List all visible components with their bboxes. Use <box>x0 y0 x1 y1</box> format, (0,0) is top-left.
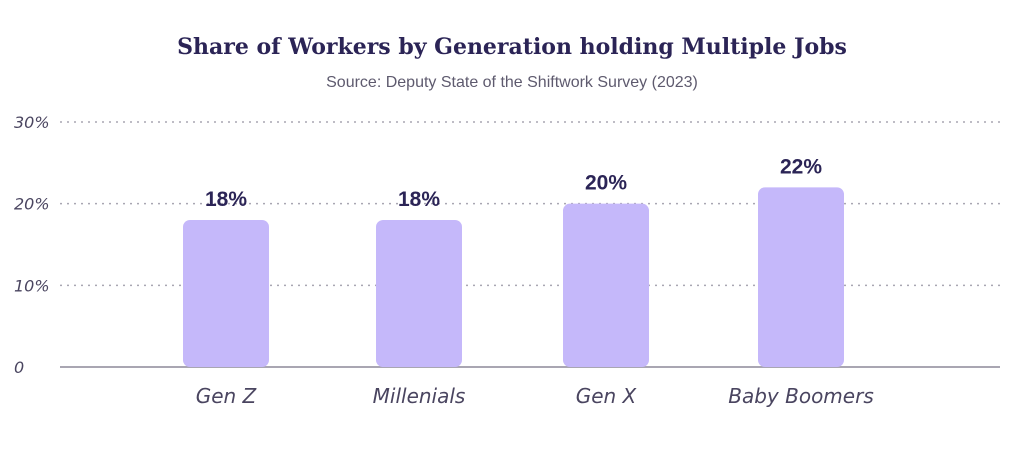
y-tick-label: 0 <box>14 358 24 377</box>
y-tick-label: 30% <box>14 113 50 132</box>
bar-gen-x <box>563 203 649 367</box>
data-label: 18% <box>398 188 440 211</box>
bar-baby-boomers <box>758 187 844 367</box>
chart-title: Share of Workers by Generation holding M… <box>177 34 847 60</box>
bar-gen-z <box>183 220 269 367</box>
data-label: 22% <box>780 155 822 178</box>
x-tick-label: Gen Z <box>196 384 258 408</box>
y-tick-label: 20% <box>14 195 50 214</box>
x-tick-label: Gen X <box>576 384 638 408</box>
x-tick-label: Baby Boomers <box>728 384 874 408</box>
chart-subtitle: Source: Deputy State of the Shiftwork Su… <box>326 74 698 91</box>
y-tick-label: 10% <box>14 276 50 295</box>
data-label: 20% <box>585 172 627 195</box>
x-tick-label: Millenials <box>373 384 466 408</box>
bar-millenials <box>376 220 462 367</box>
data-label: 18% <box>205 188 247 211</box>
